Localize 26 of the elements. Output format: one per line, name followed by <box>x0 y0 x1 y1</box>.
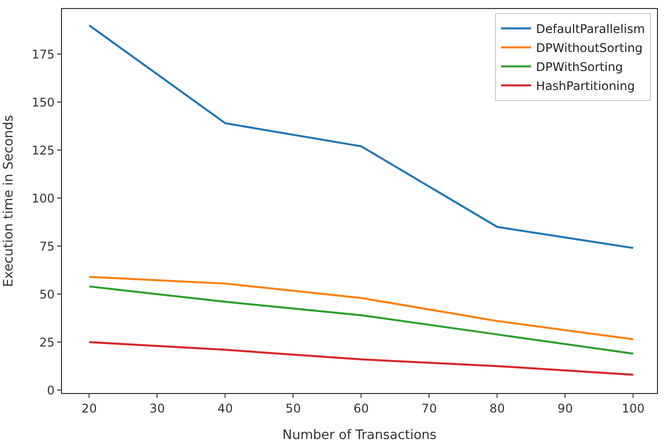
x-tick-label: 100 <box>622 401 645 416</box>
y-tick-label: 125 <box>32 143 55 158</box>
y-tick-label: 0 <box>46 383 55 398</box>
y-tick-label: 150 <box>32 95 55 110</box>
x-tick-label: 80 <box>490 401 505 416</box>
y-tick-label: 175 <box>32 47 55 62</box>
x-tick-label: 60 <box>354 401 369 416</box>
x-tick-label: 50 <box>286 401 301 416</box>
y-tick-label: 50 <box>39 287 55 302</box>
y-tick-label: 75 <box>39 239 55 254</box>
line-series <box>88 341 634 376</box>
x-tick-label: 90 <box>558 401 573 416</box>
legend-label: DPWithoutSorting <box>536 41 643 56</box>
y-tick-label: 25 <box>39 335 55 350</box>
line-series <box>88 285 634 355</box>
x-tick-label: 40 <box>218 401 233 416</box>
line-series <box>88 276 634 340</box>
x-tick-label: 20 <box>82 401 97 416</box>
y-axis-title: Execution time in Seconds <box>2 114 17 288</box>
legend-label: DefaultParallelism <box>536 22 645 36</box>
x-tick-label: 70 <box>422 401 437 416</box>
x-axis-title: Number of Transactions <box>282 428 437 443</box>
legend-label: HashPartitioning <box>536 79 635 94</box>
x-tick-label: 30 <box>150 401 165 416</box>
y-tick-label: 100 <box>32 191 55 206</box>
legend-label: DPWithSorting <box>536 60 623 74</box>
